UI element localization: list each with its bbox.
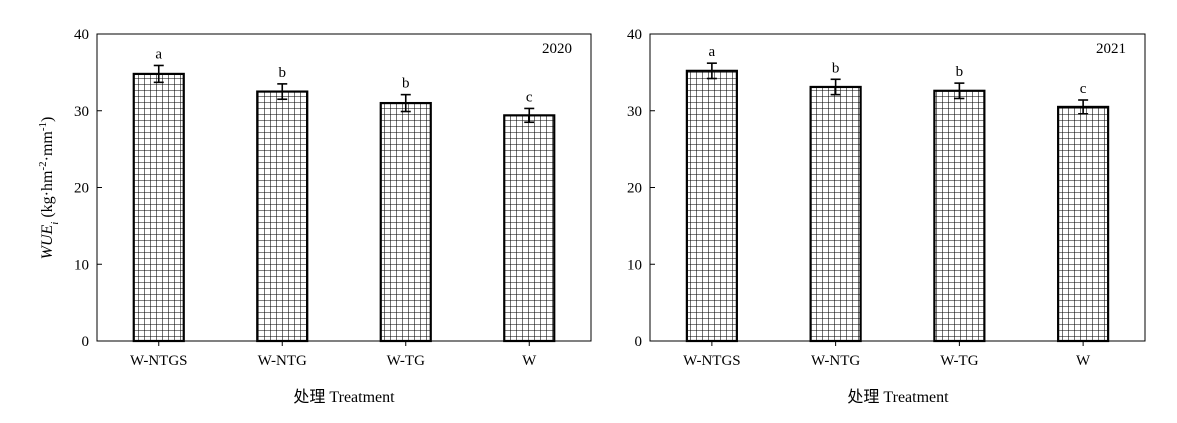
chart-panels: 0 10 20 30 40 a W-NTGS b W-NTG b W-TG c W 2020 处理 Trea… xyxy=(74,27,1145,406)
y-tick-label: 40 xyxy=(627,27,642,43)
significance-label: a xyxy=(709,44,716,60)
y-tick-label: 0 xyxy=(82,334,90,350)
bar-W-NTG xyxy=(257,92,307,341)
x-category-label: W-NTG xyxy=(811,353,860,369)
x-category-label: W-NTG xyxy=(258,353,307,369)
chart-panel-0: 0 10 20 30 40 a W-NTGS b W-NTG b W-TG c W 2020 处理 Trea… xyxy=(74,27,591,406)
y-axis-label: WUEi (kg·hm-2·mm-1) xyxy=(37,117,61,260)
y-tick-label: 0 xyxy=(635,334,643,350)
x-category-label: W-TG xyxy=(387,353,425,369)
x-category-label: W xyxy=(1076,353,1091,369)
x-axis-label: 处理 Treatment xyxy=(293,388,395,406)
significance-label: c xyxy=(526,89,533,105)
panel-year-label: 2021 xyxy=(1096,41,1126,57)
ylabel-unit-open: (kg·hm xyxy=(39,170,56,222)
y-tick-label: 20 xyxy=(627,181,642,197)
x-category-label: W xyxy=(522,353,537,369)
bar-W-NTG xyxy=(811,87,861,341)
y-tick-label: 10 xyxy=(627,257,642,273)
y-tick-label: 40 xyxy=(74,27,89,43)
significance-label: b xyxy=(279,65,287,81)
bar-W-NTGS xyxy=(687,71,737,341)
bar-W-TG xyxy=(934,91,984,341)
ylabel-unit-close: ) xyxy=(39,117,56,122)
y-tick-label: 30 xyxy=(627,104,642,120)
y-tick-label: 10 xyxy=(74,257,89,273)
x-category-label: W-NTGS xyxy=(130,353,188,369)
significance-label: a xyxy=(155,46,162,62)
y-tick-label: 20 xyxy=(74,181,89,197)
bar-W-NTGS xyxy=(134,74,184,341)
ylabel-superscript-1: -2 xyxy=(37,161,49,170)
significance-label: b xyxy=(402,76,410,92)
y-tick-label: 30 xyxy=(74,104,89,120)
ylabel-main: WUE xyxy=(39,224,56,259)
chart-panel-1: 0 10 20 30 40 a W-NTGS b W-NTG b W-TG c W 2021 处理 Trea… xyxy=(627,27,1145,406)
ylabel-unit-mid: ·mm xyxy=(39,131,56,162)
significance-label: b xyxy=(832,60,840,76)
bar-W-TG xyxy=(381,103,431,341)
panel-year-label: 2020 xyxy=(542,41,572,57)
x-category-label: W-NTGS xyxy=(683,353,741,369)
significance-label: b xyxy=(956,64,964,80)
bar-W xyxy=(1058,107,1108,341)
bar-W xyxy=(504,115,554,341)
ylabel-superscript-2: -1 xyxy=(37,122,49,131)
x-axis-label: 处理 Treatment xyxy=(847,388,949,406)
significance-label: c xyxy=(1080,81,1087,97)
x-category-label: W-TG xyxy=(940,353,978,369)
